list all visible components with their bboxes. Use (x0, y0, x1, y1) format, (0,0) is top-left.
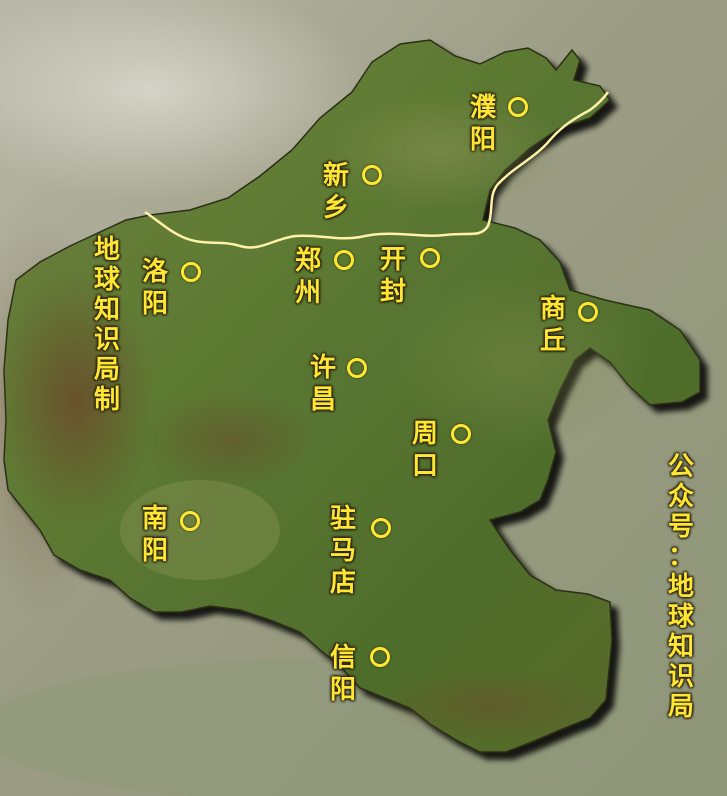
city-marker-shangqiu (578, 302, 598, 322)
city-marker-xuchang (347, 358, 367, 378)
city-label-luoyang: 洛阳 (142, 257, 169, 319)
city-label-puyang: 濮阳 (470, 93, 497, 155)
province-outline (3, 39, 701, 753)
western-mountains (0, 270, 155, 530)
haze-northwest (0, 0, 370, 200)
city-marker-zhumadian (371, 518, 391, 538)
city-label-xuchang: 许昌 (310, 353, 337, 415)
city-label-xinyang: 信阳 (330, 643, 357, 705)
city-marker-xinyang (370, 647, 390, 667)
funiu-mountains (140, 390, 320, 490)
city-label-kaifeng: 开封 (380, 245, 407, 307)
city-label-zhoukou: 周口 (412, 419, 439, 481)
dabie-mountains (380, 670, 600, 740)
city-label-zhengzhou: 郑州 (295, 246, 322, 308)
city-marker-puyang (508, 97, 528, 117)
city-marker-zhoukou (451, 424, 471, 444)
city-marker-zhengzhou (334, 250, 354, 270)
city-label-nanyang: 南阳 (142, 504, 169, 566)
nanyang-basin (120, 480, 280, 580)
credit-label-right: 公 众 号 ： 地 球 知 识 局 (667, 452, 694, 722)
city-label-shangqiu: 商丘 (540, 294, 567, 356)
city-marker-kaifeng (420, 248, 440, 268)
city-marker-luoyang (181, 262, 201, 282)
yellow-river (144, 91, 610, 249)
city-marker-xinxiang (362, 165, 382, 185)
city-label-xinxiang: 新乡 (323, 161, 350, 223)
city-marker-nanyang (180, 511, 200, 531)
credit-label-left: 地 球 知 识 局 制 (93, 235, 120, 415)
city-label-zhumadian: 驻马店 (330, 504, 357, 598)
